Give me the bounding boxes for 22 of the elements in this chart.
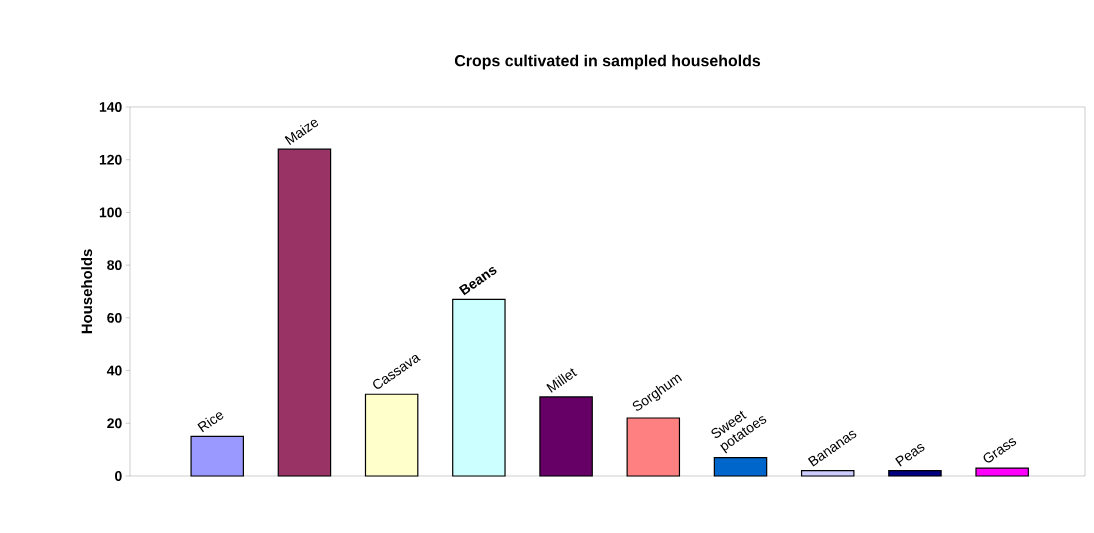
bar	[626, 417, 681, 477]
bar	[277, 148, 332, 477]
chart-title: Crops cultivated in sampled households	[454, 54, 761, 70]
bar	[975, 467, 1029, 477]
y-tick-label: 40	[106, 365, 122, 376]
y-tick-label: 100	[99, 207, 122, 218]
y-tick-label: 20	[107, 418, 122, 429]
bar	[713, 456, 768, 477]
x-tick-label: Rice	[197, 412, 224, 433]
bar	[364, 393, 419, 477]
x-tick-label: Peas	[895, 444, 925, 467]
bar	[800, 470, 855, 477]
bar	[190, 435, 244, 477]
y-tick-label: 80	[107, 260, 122, 271]
bar	[452, 298, 506, 477]
bar	[888, 470, 942, 477]
y-tick-label: 0	[115, 471, 122, 481]
y-tick-label: 60	[107, 312, 122, 323]
y-axis-title: Households	[81, 249, 93, 334]
y-tick-label: 120	[99, 154, 122, 165]
bar	[539, 396, 593, 477]
y-tick-label: 140	[99, 102, 122, 112]
